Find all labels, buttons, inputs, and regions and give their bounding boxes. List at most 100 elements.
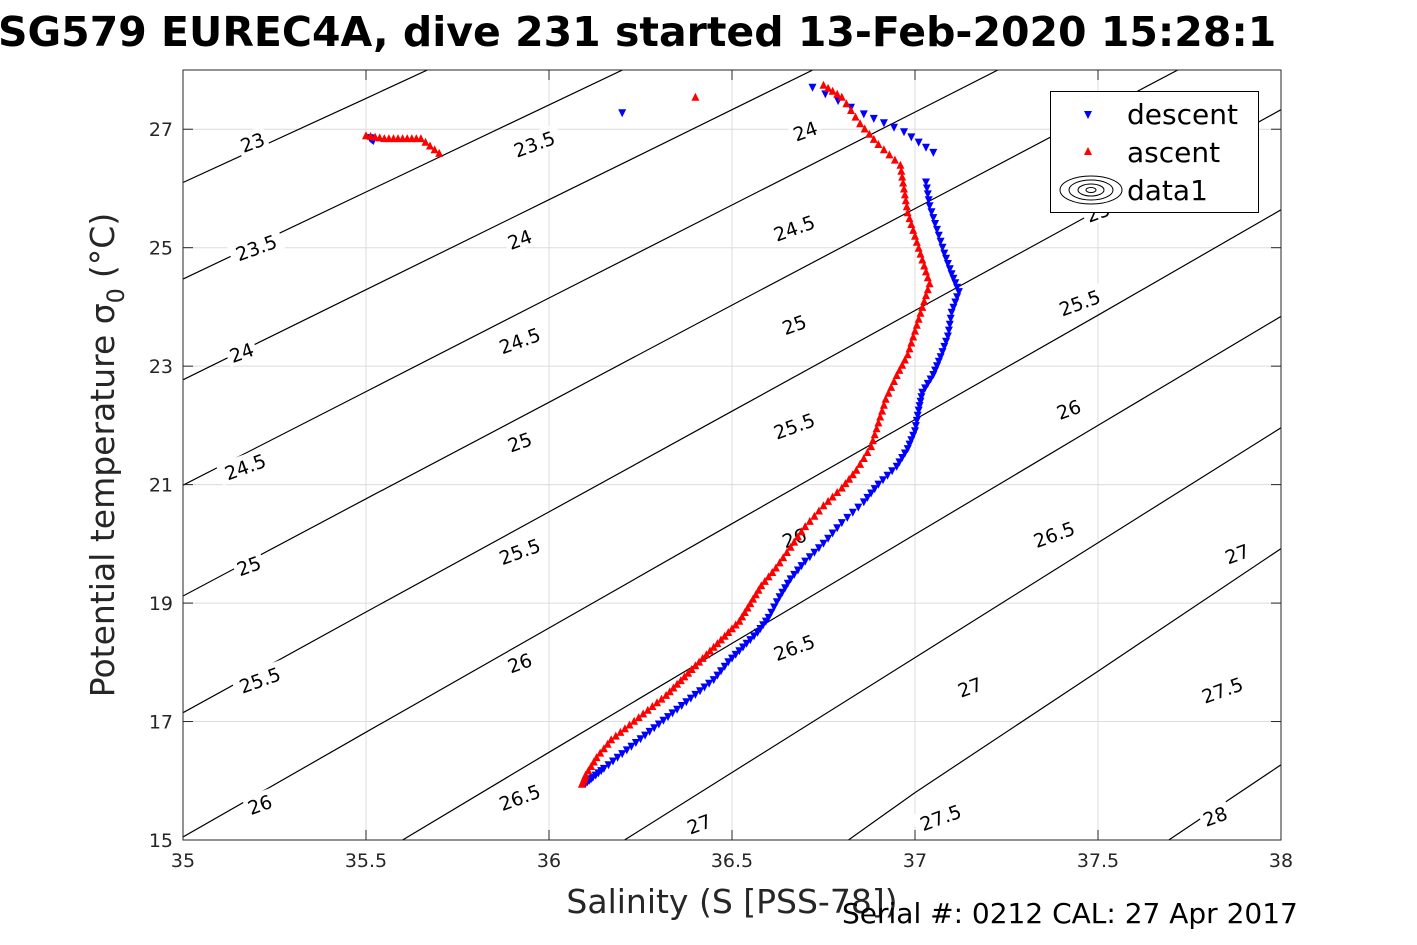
ascent-point [421,137,430,146]
ascent-point [810,511,819,520]
y-tick-label: 15 [149,830,173,852]
ascent-point [648,702,657,710]
ascent-point [771,563,780,572]
legend: descent ascent data1 [1050,91,1259,213]
contour-label-bg [234,125,271,157]
ascent-point [902,202,911,211]
contour-label-bg [764,405,823,445]
serial-cal-footer: Serial #: 0212 CAL: 27 Apr 2017 [842,897,1298,930]
ascent-point [892,371,901,379]
descent-point [922,178,930,187]
ascent-point [911,231,919,240]
ascent-point [867,442,876,451]
descent-point [824,534,833,543]
ascent-point [673,679,682,688]
contour-label-bg [501,222,538,254]
descent-point [909,431,918,440]
descent-point [918,388,927,397]
descent-point [929,214,938,223]
ascent-point [793,532,802,541]
descent-point [914,406,923,415]
descent-point [874,480,883,489]
descent-point [691,690,700,699]
ascent-point [669,683,678,692]
descent-point [709,676,718,685]
ascent-point [869,134,878,143]
descent-point [645,727,654,736]
descent-point [801,557,810,566]
ascent-point [898,360,907,369]
contour-label-bg [504,123,564,163]
descent-point [867,489,876,498]
y-axis-label-main: Potential temperature σ [83,303,122,697]
ascent-point [620,724,629,733]
descent-point [914,138,923,147]
descent-point [843,513,852,522]
descent-point [863,493,872,502]
ascent-point [657,694,666,703]
descent-point [870,485,879,494]
ascent-point [905,214,914,223]
ascent-point [901,196,910,205]
descent-point [650,724,659,733]
ascent-point [760,576,769,585]
descent-point [713,671,722,680]
descent-point [786,575,795,584]
descent-point [942,337,951,346]
descent-point [700,683,709,692]
descent-point [682,698,691,707]
descent-point [912,416,921,425]
descent-point [945,320,954,329]
ascent-point [731,620,740,629]
ascent-point [676,676,685,685]
ascent-point [616,727,625,736]
ascent-point [898,172,907,181]
contour-lines [183,70,1281,840]
x-tick-label: 36 [537,850,561,872]
descent-point [641,731,650,740]
descent-point [938,243,947,252]
contour-label-bg [680,807,717,839]
ascent-point [819,80,828,89]
ascent-point [868,436,877,445]
descent-point [668,709,677,718]
ascent-point [611,731,620,740]
ascent-point [903,208,912,217]
descent-point [936,353,945,362]
descent-point [911,422,920,431]
contour-label-bg [1196,799,1233,831]
descent-point [942,254,951,263]
ascent-point [841,479,850,488]
ascent-point [662,690,671,699]
descent-point [931,366,940,375]
descent-point [767,608,776,617]
descent-point [895,458,904,467]
svg-text:Potential temperature σ0(°C): Potential temperature σ0 (°C) [83,213,130,697]
ascent-point [872,424,881,433]
descent-point [940,342,949,351]
ascent-point [577,779,586,788]
contour-label-bg [1050,392,1087,424]
contour-label: 25 [230,549,267,581]
descent-point [778,588,787,597]
ascent-point [426,141,434,150]
ascent-point [684,668,693,677]
descent-point [677,702,686,710]
descent-point [604,761,613,770]
ascent-point [833,488,842,496]
ascent-point [819,501,828,510]
ascent-point [923,273,932,282]
ascent-point [885,150,894,159]
x-tick-label: 35.5 [345,850,387,872]
ascent-point [639,709,648,718]
descent-point [947,270,956,279]
ascent-point [824,83,833,92]
ascent-point [914,243,923,252]
descent-point [793,566,802,575]
descent-point [946,314,955,323]
descent-point [938,348,947,357]
contour-line-27 [623,427,1281,840]
descent-point [911,427,919,436]
ascent-point [435,148,444,157]
ascent-point [828,86,837,95]
